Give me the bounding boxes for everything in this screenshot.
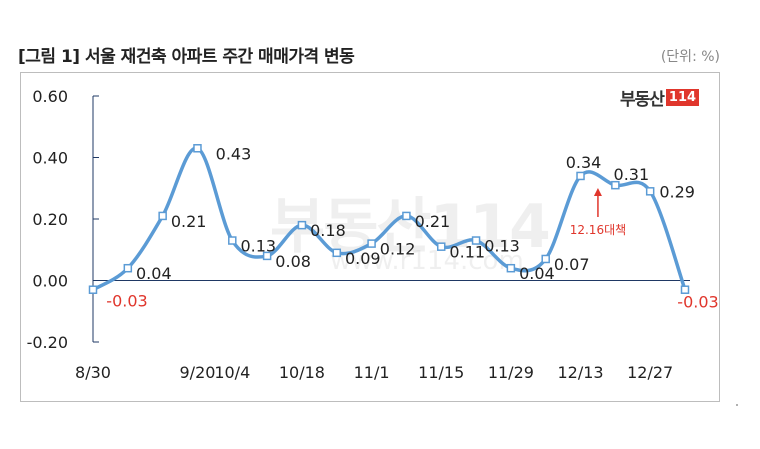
data-point <box>436 242 446 251</box>
y-tick-label: 0.00 <box>32 272 68 291</box>
data-point <box>541 254 550 264</box>
data-point <box>297 220 307 230</box>
data-label: 0.07 <box>554 255 590 274</box>
data-label: 0.12 <box>380 240 416 259</box>
data-point <box>471 236 481 245</box>
y-tick-label: 0.60 <box>32 87 68 106</box>
data-point <box>332 248 342 258</box>
data-label: 0.31 <box>614 165 650 184</box>
data-label: 0.11 <box>449 243 485 262</box>
data-label: -0.03 <box>677 293 718 312</box>
data-label: 0.43 <box>216 144 252 163</box>
data-label: 0.09 <box>345 249 381 268</box>
data-label: 0.21 <box>415 212 451 231</box>
y-tick-label: 0.20 <box>32 210 68 229</box>
logo-box: 114 <box>665 88 700 106</box>
x-tick-label: 10/18 <box>279 363 325 382</box>
x-tick-label: 12/13 <box>557 363 603 382</box>
x-tick-label: 11/29 <box>488 363 534 382</box>
data-label: 0.04 <box>136 264 172 283</box>
annotation-label: 12.16대책 <box>570 222 626 237</box>
data-point <box>611 180 620 190</box>
data-label: -0.03 <box>106 292 147 311</box>
data-point <box>576 171 585 181</box>
data-label: 0.21 <box>171 212 207 231</box>
y-tick-label: -0.20 <box>27 333 68 352</box>
data-point <box>262 251 272 261</box>
logo-text: 부동산 <box>620 89 665 110</box>
brand-logo: 부동산 114 <box>620 86 700 110</box>
data-label: 0.13 <box>484 237 520 256</box>
x-tick-label: 9/20 <box>180 363 216 382</box>
data-point <box>228 236 237 245</box>
annotation-arrow-head <box>593 188 602 196</box>
x-tick-label: 11/15 <box>418 363 464 382</box>
data-point <box>367 239 376 248</box>
x-tick-label: 10/4 <box>214 363 250 382</box>
data-point <box>158 211 167 221</box>
data-label: 0.08 <box>275 252 311 271</box>
data-point <box>506 263 516 273</box>
x-tick-label: 11/1 <box>354 363 390 382</box>
data-point <box>402 211 411 221</box>
data-label: 0.18 <box>310 221 346 240</box>
data-point <box>680 285 690 294</box>
data-label: 0.13 <box>240 237 276 256</box>
data-point <box>193 144 202 153</box>
x-tick-label: 12/27 <box>627 363 673 382</box>
data-point <box>645 187 655 196</box>
data-label: 0.29 <box>659 182 695 201</box>
chart-title: [그림 1] 서울 재건축 아파트 주간 매매가격 변동 <box>18 47 355 67</box>
y-tick-label: 0.40 <box>32 149 68 168</box>
corner-mark <box>736 404 738 406</box>
watermark-text: 부동산114 <box>270 192 551 262</box>
chart-frame <box>20 72 720 402</box>
data-label: 0.04 <box>519 264 555 283</box>
data-label: 0.34 <box>566 153 602 172</box>
data-point <box>123 263 133 273</box>
data-point <box>88 285 98 294</box>
x-tick-label: 8/30 <box>75 363 111 382</box>
unit-label: (단위: %) <box>660 49 720 65</box>
